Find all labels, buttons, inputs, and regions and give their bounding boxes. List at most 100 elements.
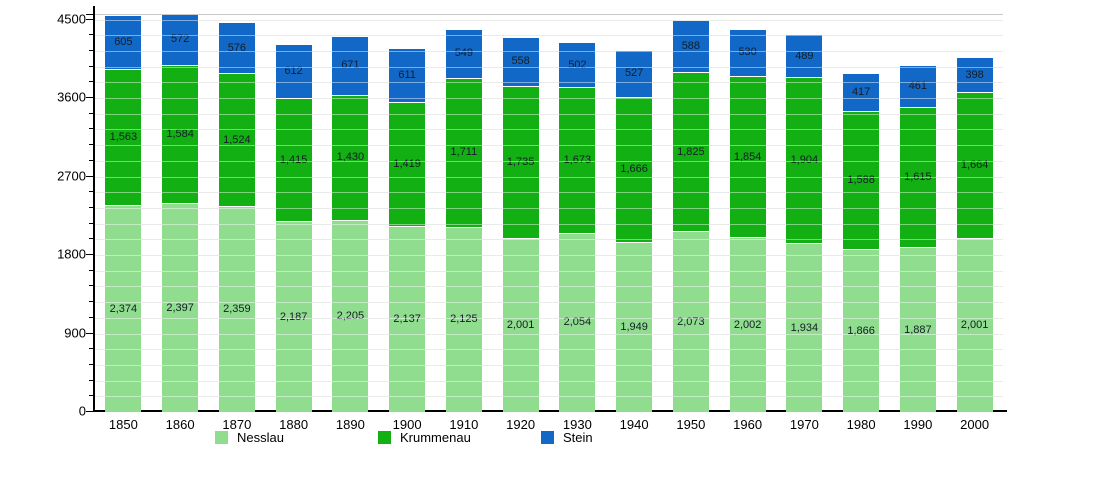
bar-stack: 611 1,419 2,137	[389, 48, 426, 412]
bar-stack: 605 1,563 2,374	[105, 15, 142, 412]
gridline	[95, 302, 1003, 304]
bar-segment-stein: 549	[445, 29, 482, 78]
bar-stack: 588 1,825 2,073	[672, 20, 709, 412]
bar-value-label: 1,588	[847, 174, 875, 187]
bar-segment-krummenau: 1,673	[559, 87, 596, 233]
legend-item-krummenau: Krummenau	[378, 430, 471, 445]
x-tick-label: 1970	[789, 417, 819, 432]
bar-group-1960: 530 1,854 2,002 1960	[729, 15, 766, 432]
bar-value-label: 605	[114, 35, 133, 48]
bar-value-label: 1,666	[620, 163, 648, 176]
bar-stack: 558 1,735 2,001	[502, 37, 539, 412]
bar-stack: 576 1,524 2,359	[218, 23, 255, 412]
bar-stack: 530 1,854 2,002	[729, 29, 766, 412]
bar-segment-krummenau: 1,664	[956, 92, 993, 238]
bar-segment-nesslau: 2,397	[162, 203, 199, 412]
bar-segment-nesslau: 1,887	[899, 247, 936, 412]
y-tick-label: 2700	[57, 168, 86, 184]
bar-segment-krummenau: 1,615	[899, 106, 936, 248]
bar-group-1970: 489 1,904 1,934 1970	[786, 15, 823, 432]
gridline	[95, 349, 1003, 351]
y-tick-label: 4500	[57, 11, 86, 27]
y-minor-tick	[89, 285, 94, 287]
gridline	[95, 364, 1003, 366]
bar-value-label: 502	[568, 58, 587, 71]
gridline	[95, 113, 1003, 115]
bar-segment-nesslau: 2,137	[389, 225, 426, 412]
bar-value-label: 549	[454, 47, 474, 60]
bar-group-1850: 605 1,563 2,374 1850	[105, 15, 142, 432]
bar-stack: 461 1,615 1,887	[899, 66, 936, 412]
bar-segment-stein: 588	[672, 20, 709, 73]
bar-segment-krummenau: 1,904	[786, 77, 823, 244]
legend-label: Stein	[563, 430, 593, 445]
gridline	[95, 19, 1003, 21]
gridline	[95, 145, 1003, 147]
bar-value-label: 398	[965, 68, 984, 81]
bar-segment-stein: 461	[899, 66, 936, 107]
gridlines-background	[95, 15, 1003, 412]
bar-value-label: 2,374	[109, 302, 138, 315]
bar-stack: 527 1,666 1,949	[616, 50, 653, 412]
bar-group-1880: 612 1,415 2,187 1880	[275, 15, 312, 432]
y-minor-tick	[89, 269, 94, 271]
bar-segment-nesslau: 2,001	[956, 237, 993, 412]
bar-segment-krummenau: 1,588	[843, 110, 880, 250]
bar-group-1980: 417 1,588 1,866 1980	[843, 15, 880, 432]
bar-segment-krummenau: 1,854	[729, 75, 766, 238]
bar-stack: 489 1,904 1,934	[786, 34, 823, 412]
gridline	[95, 270, 1003, 272]
y-major-tick	[86, 97, 94, 99]
bar-value-label: 558	[511, 55, 530, 68]
gridline	[95, 66, 1003, 68]
legend-swatch-stein	[541, 431, 554, 444]
x-tick-label: 1980	[846, 417, 876, 432]
bar-value-label: 2,073	[677, 315, 705, 328]
y-minor-tick	[89, 81, 94, 83]
bar-value-label: 1,415	[279, 153, 308, 166]
bar-stack: 549 1,711 2,125	[445, 29, 482, 412]
bar-value-label: 611	[398, 68, 416, 81]
bar-segment-krummenau: 1,666	[616, 96, 653, 243]
legend-item-nesslau: Nesslau	[215, 430, 284, 445]
bar-value-label: 576	[227, 41, 247, 54]
bar-segment-nesslau: 2,001	[502, 237, 539, 412]
bar-value-label: 1,825	[677, 145, 705, 158]
bar-value-label: 1,854	[733, 150, 762, 163]
gridline	[95, 160, 1003, 162]
bar-group-1860: 572 1,584 2,397 1860	[162, 15, 199, 432]
bar-value-label: 1,419	[393, 157, 421, 170]
bar-value-label: 671	[341, 59, 360, 72]
bar-group-1920: 558 1,735 2,001 1920	[502, 15, 539, 432]
y-minor-tick	[89, 379, 94, 381]
bar-value-label: 1,584	[166, 127, 194, 140]
y-major-tick	[86, 254, 94, 256]
x-tick-label: 1850	[108, 417, 138, 432]
bar-segment-stein: 530	[729, 29, 766, 76]
x-tick-label: 1930	[562, 417, 592, 432]
bar-value-label: 527	[624, 67, 644, 80]
bar-segment-stein: 489	[786, 34, 823, 78]
bar-segment-krummenau: 1,825	[672, 72, 709, 232]
y-minor-tick	[89, 316, 94, 318]
y-axis-line	[93, 6, 95, 412]
bar-group-1940: 527 1,666 1,949 1940	[616, 15, 653, 432]
bar-value-label: 588	[681, 39, 701, 52]
plot-area: 605 1,563 2,374 1850 572 1,584 2,397 1860 576 1,5…	[95, 14, 1003, 432]
legend: Nesslau Krummenau Stein	[0, 430, 1100, 448]
bar-segment-nesslau: 1,949	[616, 242, 653, 412]
gridline	[95, 98, 1003, 100]
bar-value-label: 1,673	[563, 153, 592, 166]
bar-value-label: 1,934	[790, 321, 819, 334]
legend-swatch-nesslau	[215, 431, 228, 444]
bar-segment-nesslau: 1,934	[786, 243, 823, 412]
bar-segment-stein: 611	[389, 48, 426, 102]
bar-value-label: 1,664	[960, 158, 989, 171]
x-tick-label: 1990	[903, 417, 933, 432]
bar-stack: 612 1,415 2,187	[275, 44, 312, 412]
y-minor-tick	[89, 222, 94, 224]
bar-group-1900: 611 1,419 2,137 1900	[389, 15, 426, 432]
y-minor-tick	[89, 159, 94, 161]
bar-value-label: 489	[795, 49, 814, 62]
